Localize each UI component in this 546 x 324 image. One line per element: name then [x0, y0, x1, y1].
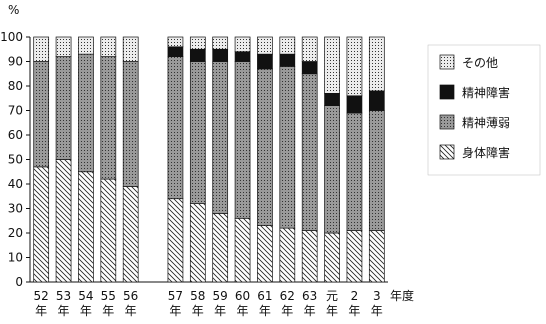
bar-segment: [212, 36, 229, 50]
x-tick-label: 53 年: [56, 289, 71, 318]
bar-segment: [122, 36, 139, 62]
bar-segment: [55, 56, 72, 160]
y-tick-label: 0: [15, 275, 23, 289]
bar-segment: [33, 36, 50, 62]
legend-swatch: [439, 114, 455, 130]
bar-segment: [301, 230, 318, 283]
bar-segment: [212, 213, 229, 283]
bar-segment: [368, 230, 385, 283]
x-tick-label: 元年: [326, 289, 338, 318]
bar-segment: [78, 36, 94, 55]
y-tick-label: 50: [8, 153, 23, 167]
bar-segment: [167, 198, 184, 283]
bar-segment: [324, 105, 340, 234]
bar-segment: [189, 48, 206, 62]
bar-segment: [189, 36, 206, 50]
y-tick-label: 40: [8, 177, 23, 191]
y-tick-label: 90: [8, 55, 23, 69]
y-tick-label: 10: [8, 251, 23, 265]
bar-segment: [324, 232, 340, 283]
bar-segment: [279, 36, 296, 55]
bar-segment: [346, 230, 363, 283]
bar-segment: [33, 166, 50, 283]
legend-swatch: [439, 54, 455, 70]
bar-segment: [55, 159, 72, 283]
bar-segment: [78, 53, 94, 173]
x-tick-label: 61 年: [257, 289, 272, 318]
bar-segment: [301, 61, 318, 75]
y-tick-label: 20: [8, 226, 23, 240]
bar-segment: [257, 225, 273, 283]
bar-segment: [78, 171, 94, 283]
bar-segment: [234, 61, 251, 219]
bar-segment: [301, 36, 318, 62]
bar-segment: [100, 178, 117, 283]
bar-segment: [257, 53, 273, 70]
bar-segment: [234, 217, 251, 283]
legend-label: 精神障害: [462, 85, 510, 100]
bar-segment: [346, 112, 363, 231]
bar-segment: [234, 36, 251, 53]
bar-segment: [212, 61, 229, 214]
bar-segment: [368, 110, 385, 231]
bar-segment: [368, 36, 385, 92]
x-tick-label: 52 年: [34, 289, 49, 318]
bar-segment: [100, 36, 117, 57]
x-axis-label: 年度: [390, 288, 414, 303]
legend-box: [427, 44, 541, 176]
y-tick-label: 100: [0, 30, 23, 44]
x-tick-label: 62 年: [280, 289, 295, 318]
legend-label: 精神薄弱: [462, 115, 510, 130]
bar-segment: [189, 203, 206, 283]
legend-swatch: [439, 84, 455, 100]
x-tick-label: 58 年: [190, 289, 205, 318]
bar-segment: [279, 53, 296, 67]
y-tick-label: 70: [8, 104, 23, 118]
x-tick-label: 59 年: [213, 289, 228, 318]
y-tick-label: 80: [8, 79, 23, 93]
legend-label: 身体障害: [462, 145, 510, 160]
bar-segment: [55, 36, 72, 57]
bar-segment: [324, 92, 340, 106]
bar-segment: [167, 46, 184, 57]
bar-segment: [167, 56, 184, 200]
legend-swatch: [439, 144, 455, 160]
bar-segment: [257, 36, 273, 55]
y-tick-label: 60: [8, 128, 23, 142]
bar-segment: [257, 68, 273, 227]
bar-segment: [279, 66, 296, 229]
bar-segment: [167, 36, 184, 48]
bar-segment: [122, 61, 139, 187]
x-tick-label: 63 年: [302, 289, 317, 318]
x-tick-label: 54 年: [78, 289, 93, 318]
legend-label: その他: [462, 56, 498, 70]
bar-segment: [33, 61, 50, 168]
bar-segment: [324, 36, 340, 94]
x-tick-label: 56 年: [123, 289, 138, 318]
y-axis-label: %: [8, 3, 19, 17]
bar-segment: [234, 51, 251, 62]
x-tick-label: 57 年: [168, 289, 183, 318]
x-tick-label: 55 年: [101, 289, 116, 318]
x-tick-label: 60 年: [235, 289, 250, 318]
bar-segment: [368, 90, 385, 111]
bar-segment: [346, 36, 363, 97]
bar-segment: [189, 61, 206, 204]
bar-segment: [279, 227, 296, 283]
bar-segment: [301, 73, 318, 231]
bar-segment: [346, 95, 363, 114]
bar-segment: [122, 186, 139, 283]
y-tick-label: 30: [8, 202, 23, 216]
bar-segment: [212, 48, 229, 62]
bar-segment: [100, 56, 117, 180]
